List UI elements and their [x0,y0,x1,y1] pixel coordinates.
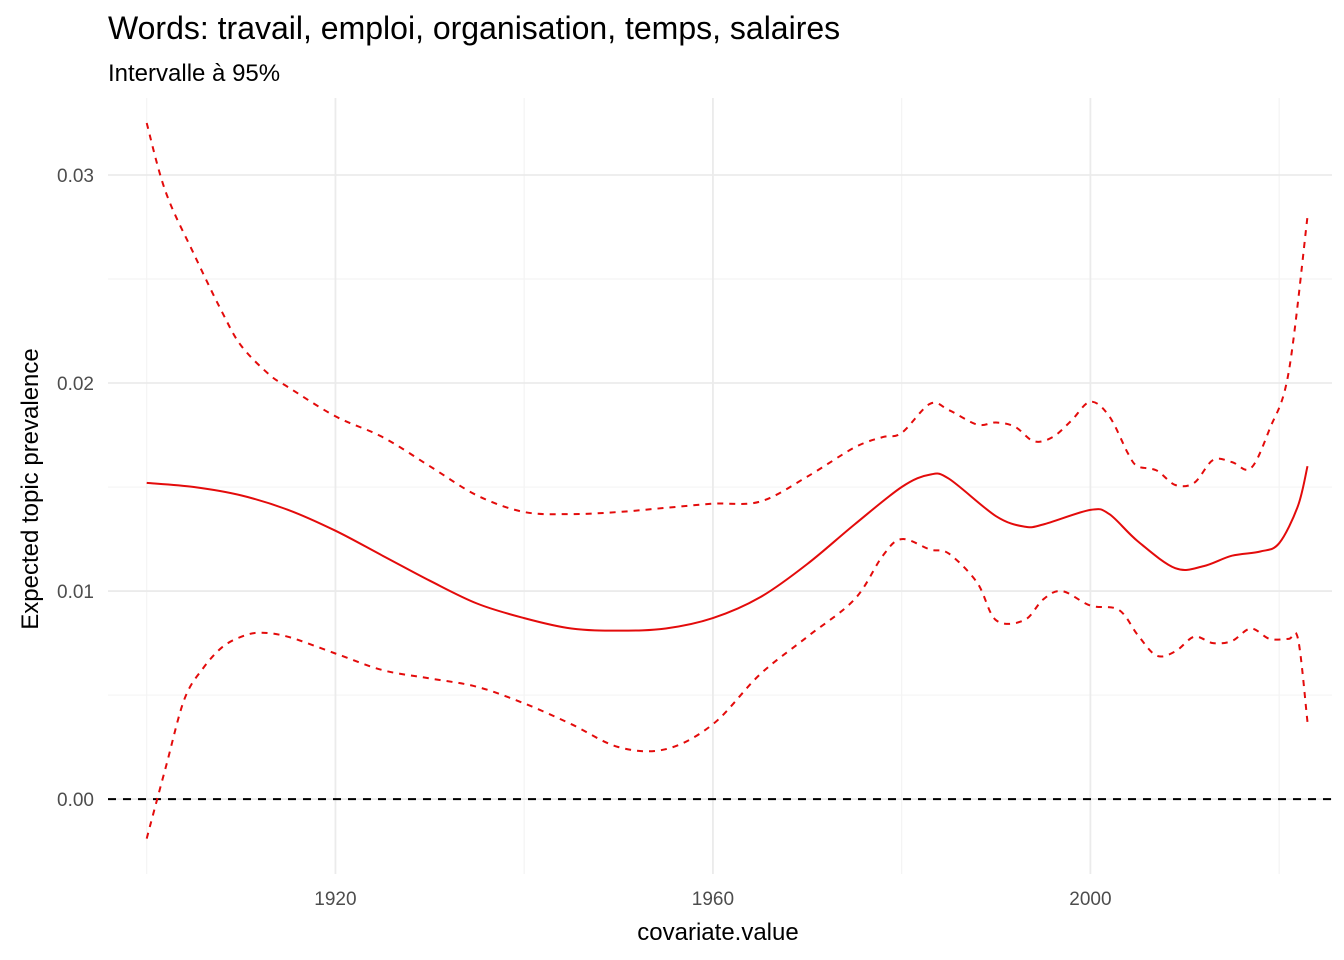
x-axis-title: covariate.value [637,919,798,946]
y-tick-label: 0.01 [57,582,94,603]
series-line-estimate [146,465,1309,632]
x-tick-label: 1960 [692,889,734,910]
y-tick-label: 0.02 [57,374,94,395]
chart-subtitle: Intervalle à 95% [108,60,281,87]
series-layer [145,122,1309,839]
major-gridlines [108,98,1332,874]
minor-gridlines [108,98,1332,874]
series-line-lower [145,538,1309,839]
series-line-upper [145,122,1309,516]
x-axis: 1920 1960 2000 [314,889,1111,910]
x-tick-label: 2000 [1069,889,1111,910]
y-tick-label: 0.03 [57,166,94,187]
chart-title: Words: travail, emploi, organisation, te… [108,10,841,46]
y-axis-title: Expected topic prevalence [17,348,44,630]
y-axis: 0.00 0.01 0.02 0.03 [57,166,94,811]
x-tick-label: 1920 [314,889,356,910]
y-tick-label: 0.00 [57,790,94,811]
